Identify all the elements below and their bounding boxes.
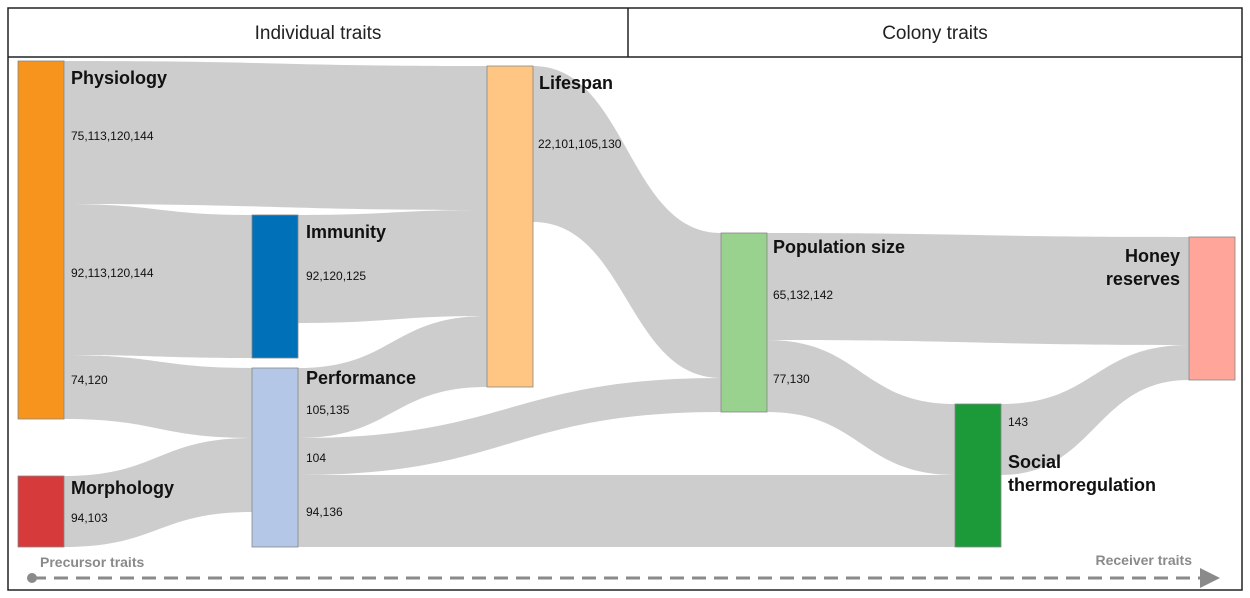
- node-label: Social: [1008, 452, 1061, 472]
- node-label: Physiology: [71, 68, 167, 88]
- node-label: Lifespan: [539, 73, 613, 93]
- link-label: 65,132,142: [773, 288, 833, 302]
- node-label: Morphology: [71, 478, 174, 498]
- link: [64, 438, 252, 547]
- node-label: thermoregulation: [1008, 475, 1156, 495]
- node: [720, 232, 768, 413]
- nodes: Physiology Morphology Immunity Performance L…: [17, 60, 1236, 548]
- node-label: Honey: [1125, 246, 1180, 266]
- link: [298, 378, 721, 475]
- node-label: Immunity: [306, 222, 386, 242]
- link: [64, 61, 487, 210]
- link-label: 94,136: [306, 505, 343, 519]
- link-label: 22,101,105,130: [538, 137, 622, 151]
- link: [533, 66, 721, 378]
- link: [298, 316, 487, 438]
- link: [767, 233, 1189, 345]
- link-label: 74,120: [71, 373, 108, 387]
- direction-start: [27, 573, 37, 583]
- node-label: Performance: [306, 368, 416, 388]
- header-right: Colony traits: [882, 23, 988, 44]
- node: [1188, 236, 1236, 381]
- link: [298, 475, 955, 547]
- frame: [7, 7, 1243, 591]
- link: [64, 204, 252, 358]
- header-left: Individual traits: [255, 23, 382, 44]
- link-label: 92,113,120,144: [71, 266, 154, 280]
- node: [251, 367, 299, 548]
- node: [954, 403, 1002, 548]
- node-label: Population size: [773, 237, 905, 257]
- link-label: 143: [1008, 415, 1028, 429]
- node: [251, 214, 299, 359]
- footer-end: Receiver traits: [1095, 552, 1192, 568]
- link-label: 92,120,125: [306, 269, 366, 283]
- link: [767, 340, 955, 475]
- direction-arrow: [1200, 568, 1220, 588]
- node: [486, 65, 534, 388]
- node-label: reserves: [1106, 269, 1180, 289]
- footer-start: Precursor traits: [40, 554, 144, 570]
- link-label: 105,135: [306, 403, 350, 417]
- link-label: 77,130: [773, 372, 810, 386]
- link: [1001, 345, 1189, 475]
- links: 75,113,120,144 92,113,120,144 74,120 94,103…: [64, 61, 1189, 547]
- node: [17, 60, 65, 420]
- link-label: 104: [306, 451, 326, 465]
- link: [298, 210, 487, 323]
- link-label: 94,103: [71, 511, 108, 525]
- link-label: 75,113,120,144: [71, 129, 154, 143]
- node: [17, 475, 65, 548]
- link: [64, 355, 252, 438]
